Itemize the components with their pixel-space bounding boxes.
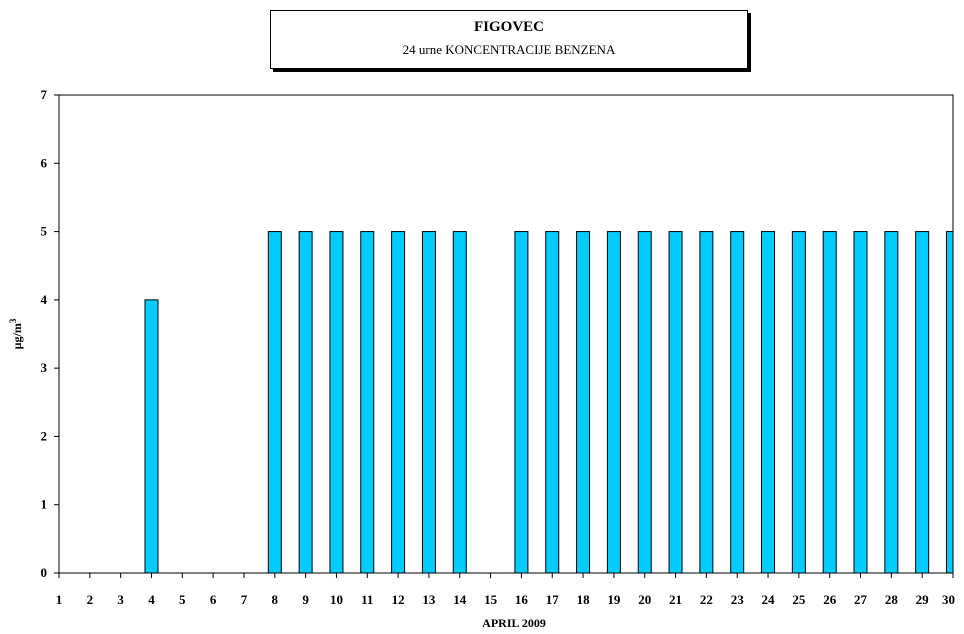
x-tick-label: 6 — [210, 592, 217, 607]
x-tick-label: 8 — [272, 592, 279, 607]
x-tick-label: 1 — [56, 592, 63, 607]
x-tick-label: 27 — [854, 592, 868, 607]
x-axis-label: APRIL 2009 — [482, 616, 546, 630]
bar-day-21 — [668, 231, 683, 574]
x-tick-label: 20 — [638, 592, 651, 607]
x-tick-label: 7 — [241, 592, 248, 607]
y-tick-label: 4 — [41, 292, 48, 307]
x-tick-label: 3 — [117, 592, 124, 607]
x-axis: 1 2 3 4 5 6 7 8 9 10 11 12 13 14 15 16 17 18 19 20 21 22 23 24 2… — [56, 573, 955, 607]
y-tick-label: 2 — [41, 428, 48, 443]
bar-day-17 — [545, 231, 560, 574]
y-axis-label-text: µg/m — [10, 323, 24, 349]
y-tick-label: 7 — [41, 87, 48, 102]
plot-frame — [58, 94, 954, 574]
chart-title: FIGOVEC — [473, 19, 544, 35]
bar-day-16 — [514, 231, 529, 574]
bar-day-20 — [637, 231, 652, 574]
bar-day-14 — [452, 231, 467, 574]
bar-day-19 — [606, 231, 621, 574]
bar-day-26 — [822, 231, 837, 574]
x-tick-label: 26 — [823, 592, 837, 607]
x-tick-label: 19 — [607, 592, 621, 607]
x-tick-label: 24 — [762, 592, 776, 607]
y-tick-label: 5 — [41, 224, 48, 239]
x-tick-label: 28 — [885, 592, 899, 607]
bar-day-8 — [267, 231, 282, 574]
x-tick-label: 15 — [484, 592, 498, 607]
x-tick-label: 23 — [731, 592, 745, 607]
bar-day-29 — [915, 231, 930, 574]
y-tick-label: 6 — [41, 155, 48, 170]
x-tick-label: 9 — [302, 592, 309, 607]
bar-day-13 — [421, 231, 436, 574]
y-axis-label: µg/m3 — [8, 318, 24, 349]
x-tick-label: 14 — [453, 592, 467, 607]
x-tick-label: 21 — [669, 592, 682, 607]
x-tick-label: 16 — [515, 592, 529, 607]
y-axis-label-superscript: 3 — [8, 318, 18, 323]
y-tick-label: 0 — [41, 565, 48, 580]
bar-day-4 — [144, 299, 159, 574]
y-tick-label: 3 — [41, 360, 48, 375]
chart-subtitle: 24 urne KONCENTRACIJE BENZENA — [402, 42, 616, 57]
bar-day-23 — [730, 231, 745, 574]
bar-day-28 — [884, 231, 899, 574]
x-tick-label: 17 — [546, 592, 560, 607]
x-tick-label: 5 — [179, 592, 186, 607]
chart-title-box: FIGOVEC 24 urne KONCENTRACIJE BENZENA — [270, 10, 748, 69]
x-tick-label: 29 — [916, 592, 930, 607]
bars — [144, 231, 954, 574]
bar-day-12 — [391, 231, 406, 574]
bar-day-24 — [761, 231, 776, 574]
x-tick-label: 30 — [942, 592, 955, 607]
bar-day-10 — [329, 231, 344, 574]
y-tick-label: 1 — [41, 497, 48, 512]
bar-day-30 — [946, 231, 954, 574]
x-tick-label: 11 — [361, 592, 373, 607]
x-tick-label: 12 — [392, 592, 405, 607]
x-tick-label: 18 — [577, 592, 591, 607]
y-axis: 0 1 2 3 4 5 6 7 — [41, 87, 59, 580]
bar-day-11 — [360, 231, 375, 574]
bar-day-9 — [298, 231, 313, 574]
x-tick-label: 13 — [422, 592, 436, 607]
bar-day-22 — [699, 231, 714, 574]
x-tick-label: 25 — [792, 592, 806, 607]
bar-day-27 — [853, 231, 868, 574]
x-tick-label: 22 — [700, 592, 713, 607]
bar-day-25 — [791, 231, 806, 574]
bar-day-18 — [576, 231, 591, 574]
x-tick-label: 4 — [148, 592, 155, 607]
x-tick-label: 2 — [87, 592, 94, 607]
plot-area-border — [58, 94, 954, 574]
x-tick-label: 10 — [330, 592, 343, 607]
